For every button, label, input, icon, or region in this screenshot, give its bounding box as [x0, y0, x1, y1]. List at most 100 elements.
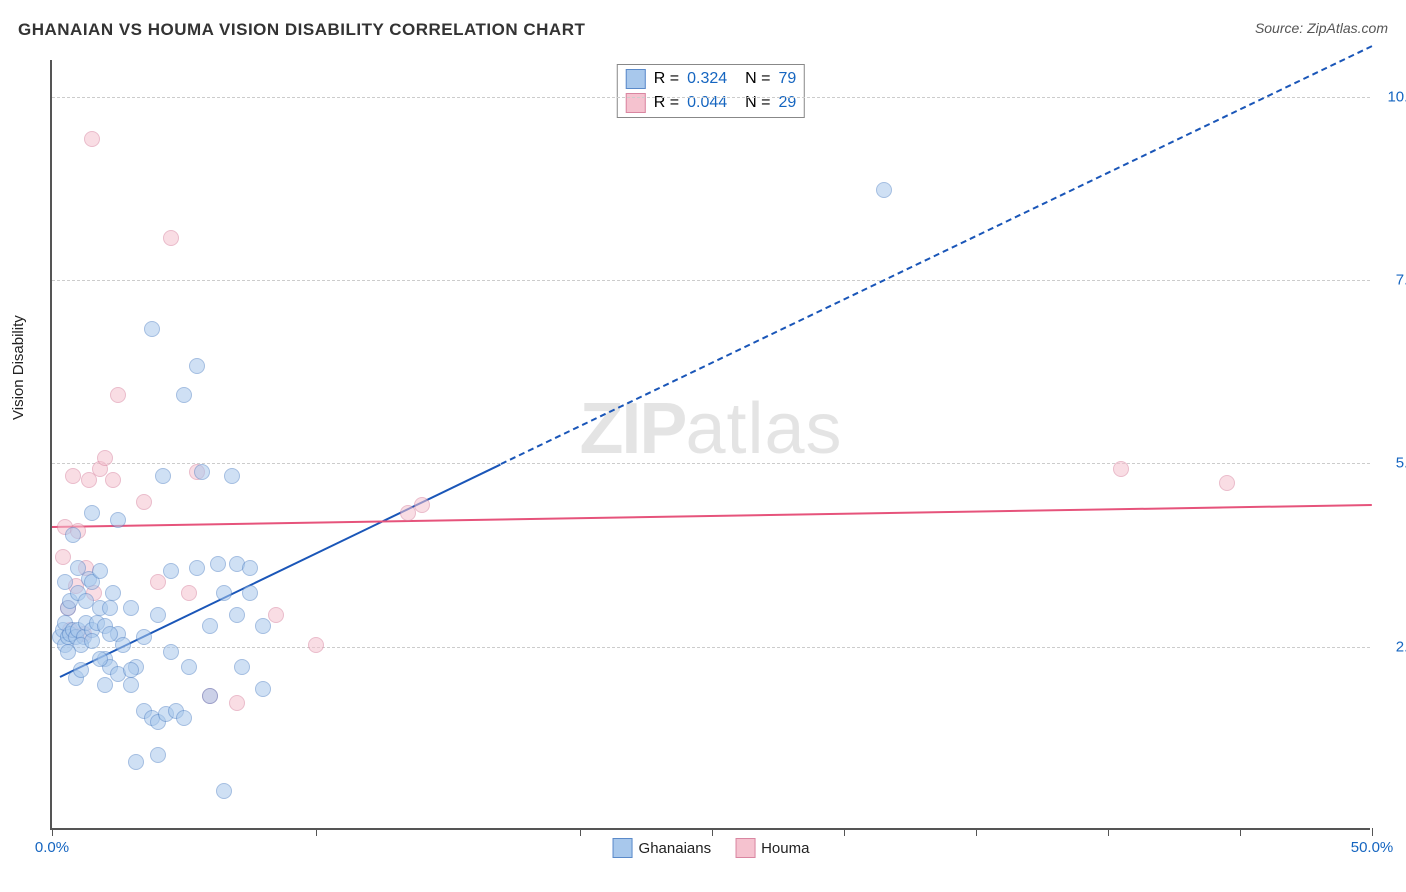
x-tick — [712, 828, 713, 836]
data-point — [194, 464, 210, 480]
data-point — [150, 607, 166, 623]
data-point — [216, 585, 232, 601]
x-tick — [1372, 828, 1373, 836]
x-tick — [316, 828, 317, 836]
data-point — [229, 607, 245, 623]
series-legend: Ghanaians Houma — [613, 838, 810, 858]
data-point — [70, 560, 86, 576]
data-point — [84, 633, 100, 649]
data-point — [102, 600, 118, 616]
data-point — [163, 230, 179, 246]
y-tick-label: 5.0% — [1375, 455, 1406, 472]
data-point — [123, 677, 139, 693]
correlation-stats-box: R = 0.324 N = 79 R = 0.044 N = 29 — [617, 64, 805, 118]
data-point — [189, 358, 205, 374]
data-point — [202, 688, 218, 704]
data-point — [92, 563, 108, 579]
swatch-ghanaians — [613, 838, 633, 858]
data-point — [255, 618, 271, 634]
r-value-ghanaians: 0.324 — [687, 70, 737, 88]
y-tick-label: 7.5% — [1375, 272, 1406, 289]
data-point — [128, 754, 144, 770]
data-point — [176, 710, 192, 726]
data-point — [60, 644, 76, 660]
data-point — [123, 600, 139, 616]
stats-row-houma: R = 0.044 N = 29 — [626, 91, 796, 115]
data-point — [176, 387, 192, 403]
data-point — [163, 644, 179, 660]
x-tick-label: 0.0% — [35, 839, 69, 856]
data-point — [97, 450, 113, 466]
data-point — [255, 681, 271, 697]
x-tick — [1240, 828, 1241, 836]
data-point — [229, 695, 245, 711]
watermark: ZIPatlas — [579, 388, 842, 470]
gridline — [52, 463, 1370, 464]
gridline — [52, 280, 1370, 281]
data-point — [65, 468, 81, 484]
source-label: Source: ZipAtlas.com — [1255, 20, 1388, 36]
data-point — [150, 747, 166, 763]
data-point — [136, 494, 152, 510]
y-tick-label: 10.0% — [1375, 88, 1406, 105]
x-tick-label: 50.0% — [1351, 839, 1394, 856]
n-label: N = — [745, 70, 770, 88]
swatch-ghanaians — [626, 69, 646, 89]
x-tick — [1108, 828, 1109, 836]
data-point — [181, 585, 197, 601]
y-tick-label: 2.5% — [1375, 638, 1406, 655]
data-point — [224, 468, 240, 484]
data-point — [181, 659, 197, 675]
r-label: R = — [654, 70, 679, 88]
chart-title: GHANAIAN VS HOUMA VISION DISABILITY CORR… — [18, 20, 585, 39]
data-point — [73, 662, 89, 678]
data-point — [144, 321, 160, 337]
x-tick — [580, 828, 581, 836]
trend-line — [52, 504, 1372, 528]
data-point — [216, 783, 232, 799]
gridline — [52, 647, 1370, 648]
data-point — [123, 662, 139, 678]
data-point — [115, 637, 131, 653]
legend-label: Ghanaians — [639, 840, 712, 857]
data-point — [189, 560, 205, 576]
data-point — [1113, 461, 1129, 477]
data-point — [202, 618, 218, 634]
data-point — [97, 677, 113, 693]
legend-label: Houma — [761, 840, 809, 857]
stats-row-ghanaians: R = 0.324 N = 79 — [626, 67, 796, 91]
data-point — [92, 651, 108, 667]
scatter-plot: ZIPatlas R = 0.324 N = 79 R = 0.044 N = … — [50, 60, 1370, 830]
data-point — [210, 556, 226, 572]
data-point — [163, 563, 179, 579]
data-point — [84, 131, 100, 147]
data-point — [110, 512, 126, 528]
data-point — [55, 549, 71, 565]
y-axis-label: Vision Disability — [10, 315, 27, 420]
data-point — [150, 574, 166, 590]
data-point — [57, 574, 73, 590]
data-point — [1219, 475, 1235, 491]
data-point — [65, 527, 81, 543]
x-tick — [976, 828, 977, 836]
data-point — [268, 607, 284, 623]
legend-item-ghanaians: Ghanaians — [613, 838, 712, 858]
data-point — [308, 637, 324, 653]
data-point — [84, 505, 100, 521]
data-point — [876, 182, 892, 198]
data-point — [242, 560, 258, 576]
data-point — [136, 629, 152, 645]
data-point — [78, 593, 94, 609]
data-point — [110, 387, 126, 403]
legend-item-houma: Houma — [735, 838, 809, 858]
data-point — [155, 468, 171, 484]
data-point — [102, 626, 118, 642]
gridline — [52, 97, 1370, 98]
data-point — [242, 585, 258, 601]
swatch-houma — [735, 838, 755, 858]
x-tick — [844, 828, 845, 836]
data-point — [414, 497, 430, 513]
data-point — [105, 585, 121, 601]
n-value-ghanaians: 79 — [778, 70, 796, 88]
data-point — [234, 659, 250, 675]
